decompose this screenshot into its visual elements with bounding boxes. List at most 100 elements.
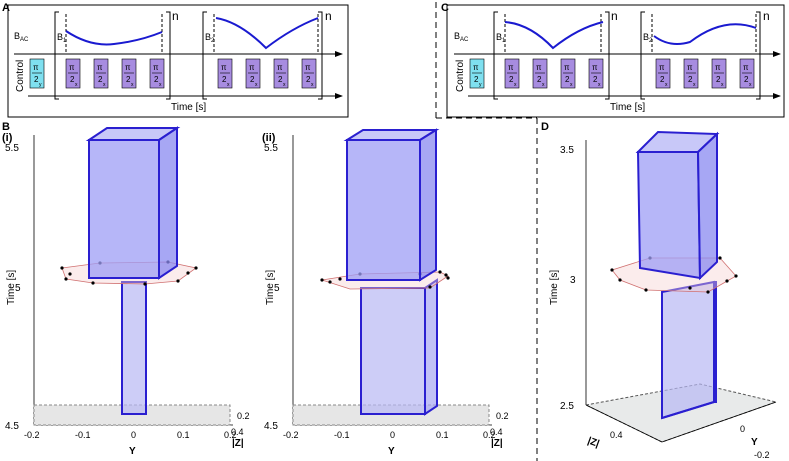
panel-d: D 3.5 3 2.5 Time [s] |Z| 0.4 0 Y -0.2 bbox=[541, 121, 778, 460]
sub-ii-label: (ii) bbox=[262, 132, 276, 144]
repeat-n-1c: n bbox=[611, 9, 618, 23]
svg-text:x: x bbox=[255, 82, 258, 88]
wave-b2-c bbox=[653, 23, 757, 45]
xlabel-b-i: Y bbox=[129, 446, 136, 457]
xtick-d-2: -0.2 bbox=[754, 450, 770, 460]
svg-text:2: 2 bbox=[306, 75, 311, 84]
svg-text:x: x bbox=[665, 82, 668, 88]
bracket-open-2c bbox=[640, 11, 645, 100]
svg-text:π: π bbox=[687, 63, 693, 72]
panel-a-letter: A bbox=[2, 2, 10, 14]
svg-text:2: 2 bbox=[250, 75, 255, 84]
lower-box-bottom-d bbox=[661, 401, 715, 419]
ylabel-d: Time [s] bbox=[549, 270, 560, 305]
svg-text:2: 2 bbox=[688, 75, 693, 84]
b2-label-c: B2 bbox=[643, 32, 653, 44]
sub-i-label: (i) bbox=[2, 132, 13, 144]
svg-text:π: π bbox=[69, 63, 75, 72]
xtick-b-ii-5: 0.2 bbox=[483, 430, 496, 440]
ylabel-b-i: Time [s] bbox=[6, 270, 17, 305]
upper-box-front-b-i bbox=[88, 139, 160, 279]
zlabel-d: |Z| bbox=[586, 435, 601, 449]
panel-c-letter: C bbox=[441, 2, 449, 14]
svg-text:x: x bbox=[283, 82, 286, 88]
ztick-d: 0.4 bbox=[610, 430, 623, 440]
z-axis-d bbox=[585, 404, 663, 443]
wave-b1-a bbox=[65, 30, 163, 46]
xtick-b-ii-3: 0 bbox=[390, 430, 395, 440]
xtick-b-ii-4: 0.1 bbox=[436, 430, 449, 440]
control-label-a: Control bbox=[15, 60, 26, 92]
svg-text:2: 2 bbox=[537, 75, 542, 84]
panel-a: A BAC Control Time [s] n B1 n B2 π 2 bbox=[2, 2, 349, 118]
upper-box-side-b-i bbox=[158, 126, 178, 280]
b1-label-a: B1 bbox=[57, 32, 67, 44]
ytick-b-i-3: 4.5 bbox=[5, 421, 19, 432]
pulses-x-1a: π2x π2x π2x π2x bbox=[65, 58, 165, 89]
b2-label-a: B2 bbox=[205, 32, 215, 44]
svg-text:2: 2 bbox=[34, 75, 39, 84]
panel-c-frame bbox=[446, 4, 785, 118]
repeat-n-1a: n bbox=[172, 9, 179, 23]
ztick-b-ii-2: 0.4 bbox=[490, 427, 503, 437]
svg-text:π: π bbox=[473, 63, 479, 72]
svg-text:π: π bbox=[305, 63, 311, 72]
svg-text:π: π bbox=[33, 63, 39, 72]
panel-b-i: B (i) 5.5 5 4.5 Time [s] -0.2 -0.1 0 0.1… bbox=[2, 121, 250, 457]
svg-text:2: 2 bbox=[474, 75, 479, 84]
ytick-d-1: 3.5 bbox=[560, 145, 574, 156]
zlabel-b-ii: |Z| bbox=[491, 438, 503, 449]
panel-b-ii: (ii) 5.5 5 4.5 Time [s] -0.2 -0.1 0 0.1 … bbox=[262, 128, 509, 457]
svg-text:x: x bbox=[227, 82, 230, 88]
svg-text:x: x bbox=[75, 82, 78, 88]
pulses-x-1c: π2x π2x π2x π2x bbox=[504, 58, 604, 89]
pulses-x-2a: π2x π2x π2x π2x bbox=[217, 58, 317, 89]
svg-text:x: x bbox=[693, 82, 696, 88]
ztick-b-i-1: 0.2 bbox=[237, 411, 250, 421]
svg-text:π: π bbox=[564, 63, 570, 72]
pulse-y-a: π 2 y bbox=[29, 58, 45, 89]
svg-text:2: 2 bbox=[660, 75, 665, 84]
svg-text:y: y bbox=[39, 82, 42, 88]
upper-box-front-b-ii bbox=[346, 139, 421, 281]
svg-text:π: π bbox=[508, 63, 514, 72]
repeat-n-2c: n bbox=[763, 9, 770, 23]
ytick-b-ii-1: 5.5 bbox=[264, 143, 278, 154]
svg-text:2: 2 bbox=[716, 75, 721, 84]
svg-text:x: x bbox=[542, 82, 545, 88]
svg-text:π: π bbox=[153, 63, 159, 72]
svg-text:π: π bbox=[715, 63, 721, 72]
bracket-open-1c bbox=[493, 11, 498, 100]
upper-box-front-d bbox=[636, 151, 702, 280]
wave-b2-a bbox=[215, 17, 319, 50]
svg-text:x: x bbox=[570, 82, 573, 88]
svg-text:2: 2 bbox=[565, 75, 570, 84]
upper-box-side-d bbox=[696, 131, 718, 281]
svg-text:π: π bbox=[125, 63, 131, 72]
lower-box-side-b-ii bbox=[424, 278, 438, 416]
lower-box-side-d bbox=[713, 281, 717, 403]
svg-text:2: 2 bbox=[154, 75, 159, 84]
ring-dots-d bbox=[610, 256, 738, 294]
svg-text:π: π bbox=[277, 63, 283, 72]
bracket-close-2a bbox=[318, 11, 323, 100]
xtick-d-1: 0 bbox=[740, 424, 745, 434]
panel-c: C BAC Control Time [s] n B1 n B2 π 2 y π… bbox=[441, 2, 785, 118]
svg-text:2: 2 bbox=[98, 75, 103, 84]
time-label-a: Time [s] bbox=[171, 102, 206, 113]
wave-b1-c bbox=[504, 21, 604, 50]
svg-text:π: π bbox=[743, 63, 749, 72]
xtick-b-i-2: -0.1 bbox=[75, 430, 91, 440]
bracket-open-2a bbox=[202, 11, 207, 100]
xtick-b-i-1: -0.2 bbox=[24, 430, 40, 440]
lower-box-front-b-ii bbox=[360, 287, 426, 415]
svg-text:x: x bbox=[131, 82, 134, 88]
bac-label-c: BAC bbox=[454, 31, 469, 43]
bracket-close-1c bbox=[605, 11, 610, 100]
svg-text:π: π bbox=[592, 63, 598, 72]
svg-text:π: π bbox=[97, 63, 103, 72]
xlabel-b-ii: Y bbox=[388, 446, 395, 457]
svg-text:x: x bbox=[721, 82, 724, 88]
svg-text:π: π bbox=[659, 63, 665, 72]
ring-dots-b-i bbox=[60, 260, 198, 286]
